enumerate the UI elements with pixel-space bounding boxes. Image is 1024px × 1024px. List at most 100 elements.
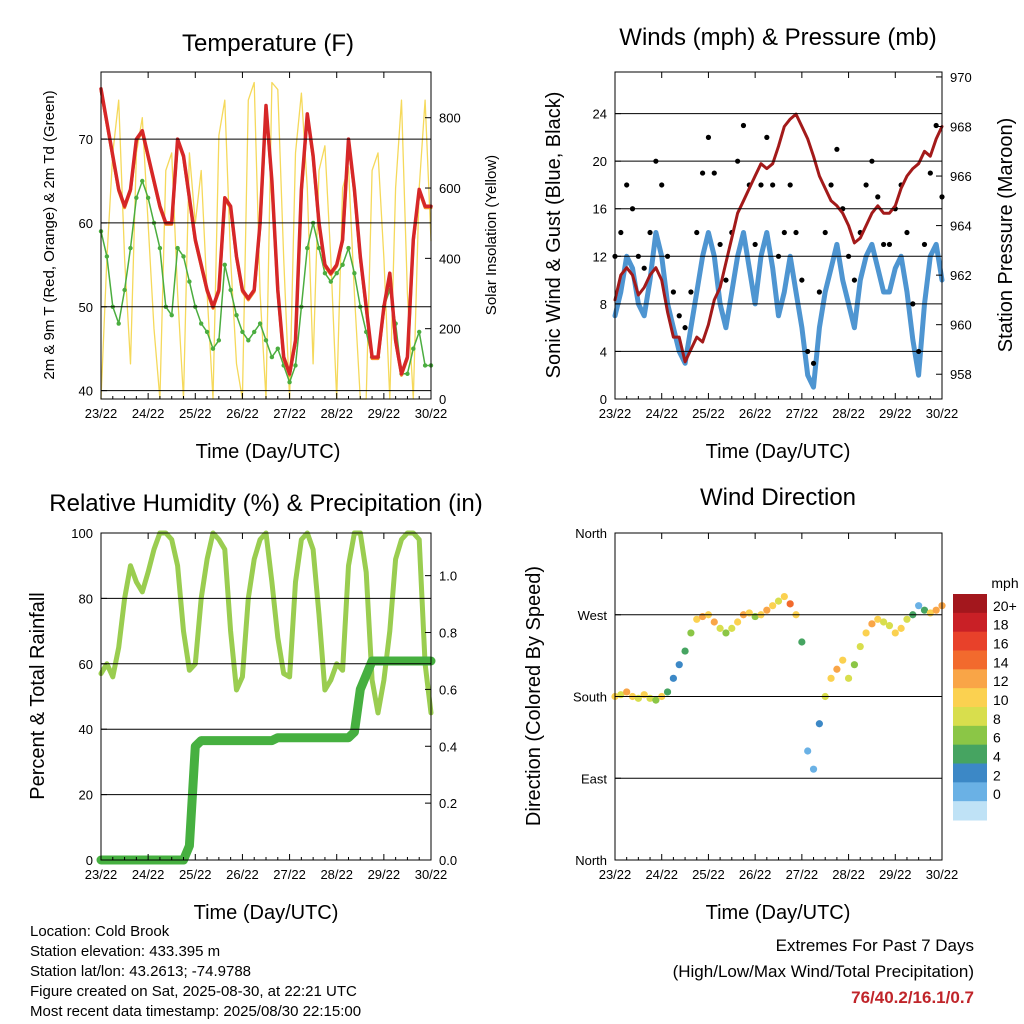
direction-point: [669, 674, 677, 682]
gust-point: [787, 182, 793, 188]
humidity-y-label-left: Percent & Total Rainfall: [27, 592, 49, 800]
y-right-tick-label: 600: [439, 181, 461, 196]
colorbar-swatch: [953, 669, 987, 689]
x-tick-label: 24/22: [645, 867, 678, 882]
direction-point: [716, 624, 724, 632]
extremes-box: Extremes For Past 7 Days (High/Low/Max W…: [673, 933, 974, 1011]
x-tick-label: 23/22: [85, 406, 118, 421]
dewpoint-point: [122, 287, 127, 293]
y-tick-label: 20: [593, 154, 607, 169]
y-right-tick-label: 966: [950, 169, 972, 184]
gust-point: [828, 182, 834, 188]
gust-point: [711, 170, 717, 176]
location-text: Location: Cold Brook: [30, 923, 170, 940]
y-tick-label: West: [578, 608, 608, 623]
direction-point: [903, 615, 911, 623]
direction-point: [880, 618, 888, 626]
direction-point: [839, 656, 847, 664]
x-tick-label: 28/22: [832, 867, 865, 882]
y-tick-label: 0: [86, 853, 93, 868]
x-tick-label: 24/22: [132, 867, 165, 882]
gust-point: [764, 134, 770, 140]
direction-point: [687, 629, 695, 637]
gust-point: [694, 229, 700, 236]
direction-point: [652, 696, 660, 704]
colorbar-label: 2: [993, 767, 1001, 783]
x-tick-label: 27/22: [273, 406, 306, 421]
direction-point: [915, 602, 923, 610]
gust-point: [851, 277, 858, 283]
y-right-tick-label: 0.0: [439, 853, 457, 868]
y-tick-label: 16: [593, 202, 607, 217]
dewpoint-point: [134, 195, 139, 200]
colorbar-label: 12: [993, 673, 1009, 689]
direction-point: [675, 661, 683, 669]
humidity-panel: 23/22 24/22 25/22 26/22 27/22 28/22 29/22 30/22…: [27, 490, 483, 924]
y-right-tick-label: 800: [439, 111, 461, 126]
dewpoint-point: [222, 262, 227, 268]
dewpoint-point: [210, 346, 216, 351]
dewpoint-point: [287, 380, 292, 385]
dewpoint-point: [181, 254, 186, 259]
gust-point: [717, 241, 723, 248]
dewpoint-point: [275, 346, 280, 351]
direction-point: [623, 688, 631, 696]
recent-timestamp-text: Most recent data timestamp: 2025/08/30 2…: [30, 1003, 362, 1020]
y-right-tick-label: 0: [439, 392, 446, 407]
dewpoint-point: [157, 245, 163, 251]
gust-point: [752, 241, 758, 248]
colorbar-swatch: [953, 650, 987, 670]
dewpoint-point: [145, 195, 151, 200]
direction-point: [769, 602, 777, 610]
gust-point: [927, 170, 933, 176]
colorbar-swatch: [953, 725, 987, 746]
colorbar-swatch: [953, 707, 987, 727]
temperature-y-label-right: Solar Insolation (Yellow): [483, 155, 500, 315]
dewpoint-point: [234, 312, 239, 318]
dewpoint-point: [263, 338, 269, 343]
x-tick-label: 26/22: [226, 867, 259, 882]
dewpoint-point: [293, 363, 298, 368]
direction-point: [891, 629, 899, 637]
gust-point: [886, 241, 893, 248]
dewpoint-point: [216, 338, 222, 343]
dewpoint-point: [305, 245, 310, 251]
dewpoint-point: [340, 262, 345, 268]
colorbar-label: 0: [993, 786, 1001, 802]
colorbar-label: 8: [993, 711, 1001, 727]
direction-point: [850, 661, 859, 669]
humidity-title: Relative Humidity (%) & Precipitation (i…: [49, 490, 482, 517]
extremes-subtitle: (High/Low/Max Wind/Total Precipitation): [672, 962, 974, 981]
dewpoint-point: [169, 312, 174, 318]
temperature-title: Temperature (F): [182, 30, 354, 57]
y-tick-label: 40: [79, 722, 93, 737]
gust-point: [921, 241, 928, 248]
direction-point: [798, 638, 806, 646]
y-tick-label: 0: [600, 392, 607, 407]
dewpoint-point: [352, 271, 357, 276]
gust-point: [881, 241, 887, 248]
direction-point: [804, 747, 812, 755]
dewpoint-point: [346, 245, 351, 251]
direction-point: [681, 647, 689, 655]
dewpoint-point: [405, 371, 410, 377]
pressure-series-line: [613, 112, 944, 364]
direction-point: [763, 606, 771, 614]
gust-point: [740, 122, 747, 129]
x-tick-label: 29/22: [879, 406, 912, 421]
dewpoint-point: [328, 279, 334, 284]
x-tick-label: 25/22: [179, 867, 212, 882]
dewpoint-point: [228, 287, 233, 293]
x-tick-label: 28/22: [320, 406, 353, 421]
colorbar-swatch: [953, 763, 987, 783]
station-info: Location: Cold Brook Station elevation: …: [30, 922, 361, 1022]
gust-point: [816, 289, 822, 295]
y-tick-label: 40: [79, 384, 93, 399]
gust-point: [904, 229, 910, 236]
y-tick-label: North: [575, 853, 607, 868]
x-tick-label: 23/22: [599, 406, 632, 421]
extremes-title: Extremes For Past 7 Days: [775, 936, 974, 955]
x-tick-label: 29/22: [879, 867, 912, 882]
y-tick-label: 12: [593, 249, 607, 264]
direction-point: [728, 624, 736, 632]
